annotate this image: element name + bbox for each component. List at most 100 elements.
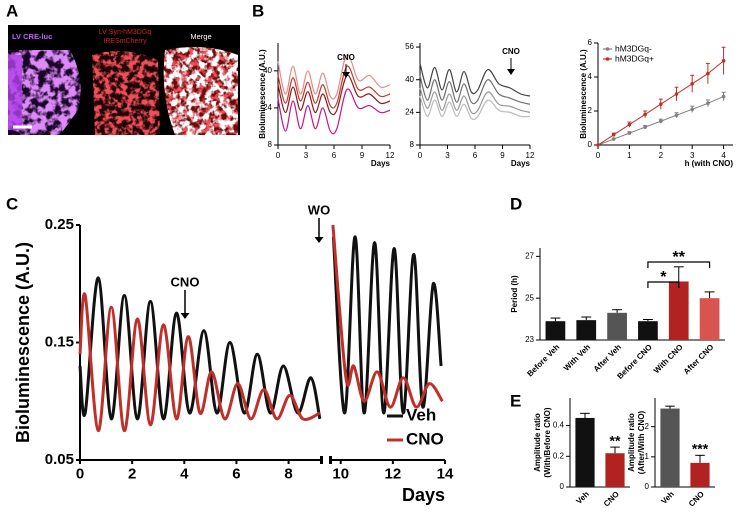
- panel-letter: E: [510, 391, 521, 410]
- legend-label: CNO: [406, 429, 444, 448]
- panel-letter: A: [6, 1, 18, 20]
- series-line: [277, 74, 391, 116]
- legend-label: Veh: [406, 405, 436, 424]
- significance-label: *: [660, 269, 667, 286]
- point: [643, 125, 647, 129]
- x-axis-label: Days: [402, 485, 445, 505]
- arrow-head: [314, 237, 324, 243]
- point: [627, 122, 632, 127]
- significance-label: ***: [692, 441, 709, 457]
- y-tick-label: 0: [560, 482, 565, 491]
- point: [706, 101, 710, 106]
- point: [658, 102, 663, 106]
- bar: [660, 408, 680, 487]
- x-tick-label: 9: [360, 151, 365, 160]
- series-line: [277, 88, 391, 135]
- x-tick-label: With CNO: [652, 343, 685, 376]
- x-tick-label: 0: [596, 151, 601, 160]
- arrow-head: [180, 313, 190, 319]
- x-axis-label: Days: [511, 159, 531, 168]
- legend-label: hM3DGq+: [615, 53, 654, 63]
- y-tick-label: 0: [588, 140, 593, 149]
- legend-marker: [605, 47, 610, 51]
- legend-label: hM3DGq-: [615, 43, 652, 53]
- significance-label: **: [610, 433, 621, 449]
- x-axis-label: Days: [371, 159, 391, 168]
- x-tick-label: CNO: [687, 490, 706, 509]
- y-tick-label: 0.15: [45, 333, 74, 350]
- bar: [605, 453, 625, 487]
- axis-break: [320, 456, 323, 464]
- image-label: LV CRE-luc: [12, 32, 52, 41]
- x-tick-label: After CNO: [682, 343, 716, 377]
- x-tick-label: 0: [276, 151, 281, 160]
- point: [674, 113, 679, 118]
- bar: [545, 321, 566, 340]
- image-luc-edge: [8, 55, 22, 130]
- x-tick-label: 1: [627, 151, 632, 160]
- arrow-head: [507, 69, 515, 75]
- point: [706, 71, 710, 76]
- y-axis-label: Amplitude ratio: [627, 413, 636, 472]
- x-tick-label: 10: [332, 465, 349, 482]
- image-label: LV Syn-hM3DGq: [99, 29, 151, 36]
- x-tick-label: 12: [386, 151, 395, 160]
- x-tick-label: 3: [445, 151, 450, 160]
- bar: [607, 312, 627, 340]
- x-tick-label: 4: [721, 151, 726, 160]
- x-tick-label: Veh: [659, 489, 676, 506]
- y-tick-label: 2: [588, 106, 593, 115]
- bar: [575, 417, 595, 487]
- series-line: [419, 75, 531, 105]
- x-axis-label: h (with CNO): [685, 159, 734, 168]
- y-tick-label: 0.05: [45, 451, 74, 468]
- series-line: [419, 95, 531, 121]
- panel-letter: D: [510, 194, 522, 213]
- y-tick-label: 40: [405, 75, 414, 84]
- point: [643, 112, 647, 117]
- bar: [638, 321, 658, 340]
- x-tick-label: Veh: [574, 489, 591, 506]
- y-tick-label: 25: [525, 293, 534, 302]
- x-tick-label: 0: [418, 151, 423, 160]
- y-axis-label: (With/Before CNO): [543, 407, 552, 477]
- y-axis-label: Bioluminescence (A.U.): [258, 49, 267, 139]
- y-axis-label: Period (h): [510, 275, 519, 313]
- x-tick-label: 9: [500, 151, 505, 160]
- y-tick-label: 27: [525, 251, 534, 260]
- y-axis-label: Bioluminescence (A.U.): [13, 242, 33, 443]
- x-tick-label: 2: [659, 151, 664, 160]
- axis-break: [329, 456, 332, 464]
- y-axis-label: (After/With CNO): [637, 410, 646, 474]
- significance-bracket: [647, 261, 711, 268]
- y-axis-label: Amplitude ratio: [533, 413, 542, 472]
- x-tick-label: 2: [128, 465, 136, 482]
- y-tick-label: 0.4: [553, 421, 565, 430]
- bar: [668, 281, 689, 340]
- significance-label: **: [673, 249, 686, 266]
- x-tick-label: 3: [304, 151, 309, 160]
- y-tick-label: 0.2: [553, 451, 565, 460]
- x-tick-label: 6: [232, 465, 240, 482]
- image-cherry: [92, 51, 160, 135]
- legend-marker: [605, 57, 610, 61]
- point: [611, 137, 616, 141]
- y-tick-label: 24: [405, 107, 414, 116]
- y-tick-label: 0.25: [45, 216, 74, 233]
- y-tick-label: 24: [263, 103, 272, 112]
- point: [690, 82, 694, 86]
- annotation: CNO: [502, 47, 520, 56]
- x-tick-label: CNO: [602, 490, 621, 509]
- bar: [690, 462, 710, 487]
- annotation: WO: [308, 202, 330, 217]
- x-tick-label: 6: [473, 151, 478, 160]
- x-tick-label: 14: [437, 465, 454, 482]
- y-tick-label: 4: [588, 72, 593, 81]
- y-tick-label: 8: [410, 140, 415, 149]
- point: [721, 94, 726, 99]
- image-merge-white: [163, 46, 238, 135]
- image-label: Merge: [190, 32, 211, 41]
- series-line: [277, 65, 391, 109]
- image-label: IRESmCherry: [103, 38, 147, 45]
